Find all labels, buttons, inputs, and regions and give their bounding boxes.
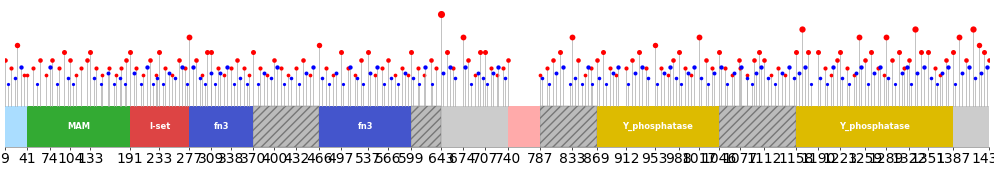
Text: Y_phosphatase: Y_phosphatase — [839, 122, 910, 131]
Text: fn3: fn3 — [358, 122, 373, 131]
FancyBboxPatch shape — [596, 106, 719, 147]
Text: Y_phosphatase: Y_phosphatase — [622, 122, 693, 131]
FancyBboxPatch shape — [5, 106, 989, 147]
FancyBboxPatch shape — [508, 106, 541, 147]
Text: MAM: MAM — [68, 122, 90, 131]
FancyBboxPatch shape — [190, 106, 253, 147]
FancyBboxPatch shape — [319, 106, 411, 147]
Text: I-set: I-set — [149, 122, 171, 131]
FancyBboxPatch shape — [795, 106, 953, 147]
FancyBboxPatch shape — [719, 106, 795, 147]
FancyBboxPatch shape — [27, 106, 130, 147]
FancyBboxPatch shape — [411, 106, 441, 147]
Text: fn3: fn3 — [214, 122, 230, 131]
FancyBboxPatch shape — [130, 106, 190, 147]
FancyBboxPatch shape — [5, 106, 27, 147]
FancyBboxPatch shape — [253, 106, 319, 147]
FancyBboxPatch shape — [541, 106, 596, 147]
